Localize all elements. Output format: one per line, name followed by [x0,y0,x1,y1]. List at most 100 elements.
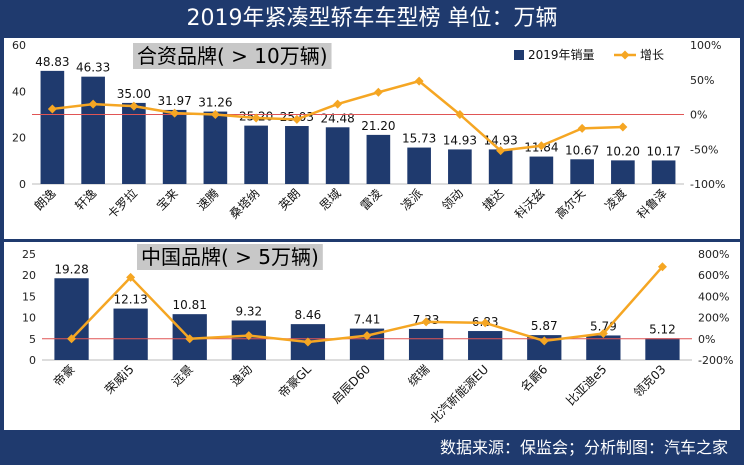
jv-bar [448,149,472,184]
cn-value-label: 7.41 [354,313,381,327]
cn-right-tick: 200% [698,312,729,325]
chinese-brand-chart-panel: 0 5 10 15 20 25 -200% 0% 200% 400% 600% 800% 19.28 12… [4,242,740,430]
jv-category-label: 桑塔纳 [227,186,262,221]
jv-category-label: 卡罗拉 [104,186,140,222]
jv-growth-point [129,101,139,111]
cn-right-tick: 800% [698,248,729,261]
jv-bar [529,156,554,184]
jv-section-label-bg [133,43,332,69]
jv-left-tick: 0 [19,178,26,191]
cn-bar [231,320,266,360]
data-source-footer: 数据来源：保监会；分析制图：汽车之家 [0,430,744,465]
jv-value-label: 24.48 [320,111,354,125]
jv-right-tick: -100% [690,178,725,191]
jv-category-label: 凌派 [398,186,425,213]
jv-section-label: 合资品牌( > 10万辆) [137,44,328,68]
cn-right-tick: 0% [698,333,715,346]
jv-right-tick: -50% [690,143,718,156]
cn-bar [408,328,444,360]
jv-growth-point [210,110,220,119]
jv-category-label: 科鲁泽 [634,186,669,221]
cn-category-label: 北汽新能源EU [427,362,492,427]
jv-bar [122,102,146,184]
cn-value-label: 10.81 [173,298,207,312]
jv-value-label: 10.17 [646,144,680,158]
cn-section-label-bg [137,244,323,270]
jv-bar [40,70,65,184]
jv-category-label: 思域 [317,186,344,213]
jv-right-tick: 50% [690,74,714,87]
cn-left-tick: 20 [22,269,36,282]
cn-growth-point [185,334,195,344]
jv-value-label: 48.83 [35,55,69,69]
jv-value-label: 31.26 [198,96,232,110]
jv-growth-point [373,87,383,97]
jv-category-label: 速腾 [194,186,222,214]
jv-growth-point [251,113,261,123]
cn-growth-point [303,337,313,347]
cn-right-tick: 600% [698,269,729,282]
jv-left-tick: 60 [12,39,26,52]
cn-growth-point [362,331,372,341]
cn-value-label: 9.32 [235,304,262,318]
cn-value-label: 19.28 [54,262,88,276]
cn-growth-point [539,336,549,346]
chinese-brand-chart: 0 5 10 15 20 25 -200% 0% 200% 400% 600% 800% 19.28 12… [22,244,733,427]
cn-left-tick: 10 [22,312,36,325]
jv-growth-point [47,104,57,114]
legend-bar-swatch [514,50,524,60]
cn-category-label: 远景 [169,362,196,389]
cn-left-tick: 15 [22,290,36,303]
cn-category-label: 逸动 [228,362,255,389]
jv-category-label: 英朗 [276,186,303,213]
joint-venture-chart: 0 20 40 60 -100% -50% 0% 50% 100% 48.83 46.33 35.00… [12,39,725,222]
jv-value-label: 21.20 [361,119,395,133]
cn-bar [645,338,680,360]
jv-growth-point [496,146,506,156]
jv-bar [407,147,431,184]
cn-growth-point [126,272,136,282]
cn-growth-point [657,262,667,272]
joint-venture-chart-panel: 0 20 40 60 -100% -50% 0% 50% 100% 48.83 46.33 35.00… [4,38,740,239]
cn-value-label: 8.46 [295,308,322,322]
jv-category-label: 领动 [439,186,466,213]
jv-growth-point [455,110,465,119]
page-title: 2019年紧凑型轿车车型榜 单位：万辆 [0,0,744,38]
legend-bar-label: 2019年销量 [528,48,595,62]
jv-bar [285,126,309,184]
cn-category-label: 帝豪 [50,362,78,390]
cn-growth-point [480,318,490,328]
cn-right-tick: 400% [698,290,729,303]
jv-category-label: 轩逸 [72,186,99,213]
jv-bar [488,149,513,184]
jv-value-label: 35.00 [117,87,151,101]
jv-growth-point [577,123,587,133]
jv-growth-point [536,141,546,151]
jv-value-label: 10.20 [606,144,640,158]
jv-bar [651,160,676,184]
jv-growth-point [333,99,343,109]
jv-growth-point [88,99,98,109]
jv-bar [244,125,268,184]
jv-growth-point [170,108,180,118]
jv-category-label: 捷达 [480,186,507,213]
cn-bar [468,331,503,360]
cn-bar [113,308,148,360]
jv-value-label: 10.67 [565,143,599,157]
cn-category-label: 荣威i5 [102,362,137,397]
cn-growth-point [421,317,431,327]
jv-category-label: 科沃兹 [512,186,547,221]
cn-bar [54,278,89,360]
cn-category-label: 启辰D60 [329,362,373,406]
chart-legend: 2019年销量 增长 [514,48,664,62]
jv-bar [366,134,391,184]
jv-category-label: 朗逸 [32,186,59,213]
jv-growth-point [618,122,628,132]
cn-value-label: 5.87 [531,319,558,333]
jv-category-label: 高尔夫 [552,186,588,222]
cn-left-tick: 0 [29,354,36,367]
cn-bar [586,335,621,360]
jv-category-label: 宝来 [154,186,181,213]
jv-category-label: 凌渡 [601,186,629,214]
jv-right-tick: 0% [690,109,707,122]
